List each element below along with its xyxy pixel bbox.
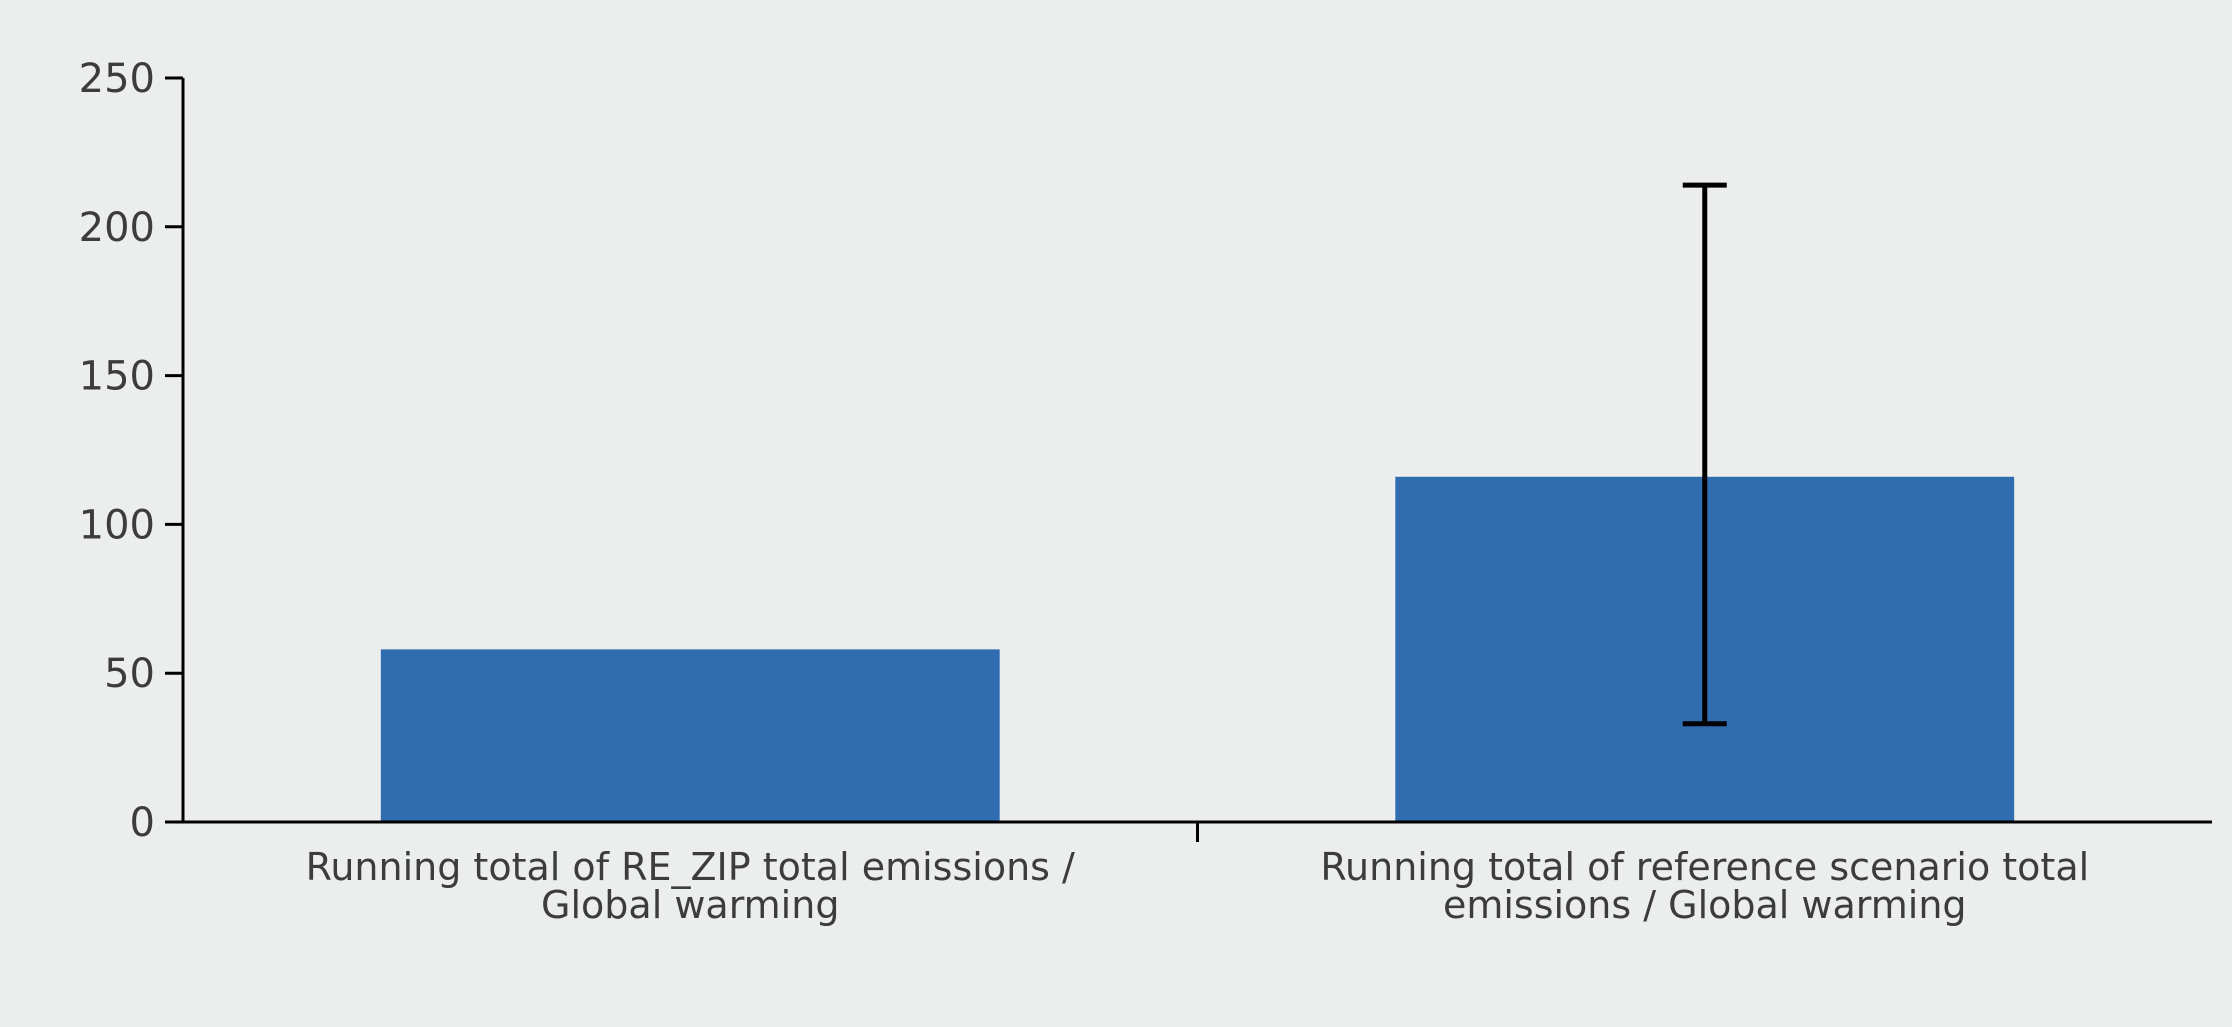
y-tick-label-100: 100 xyxy=(79,502,155,548)
x-category-label-1-line-1: Running total of RE_ZIP total emissions … xyxy=(306,845,1075,889)
labels-layer: 0 50 100 150 200 250 Running total of RE_ZIP t… xyxy=(79,56,2090,927)
y-tick-label-250: 250 xyxy=(79,56,155,102)
x-category-label-2-line-1: Running total of reference scenario tota… xyxy=(1320,845,2089,889)
error-bars-layer xyxy=(1682,182,1727,727)
y-tick-label-150: 150 xyxy=(79,354,155,400)
bars-layer xyxy=(380,476,2015,822)
y-tick-label-0: 0 xyxy=(130,800,155,846)
bar-1 xyxy=(380,649,1000,822)
x-category-label-2-line-2: emissions / Global warming xyxy=(1443,883,1967,927)
x-category-label-1-line-2: Global warming xyxy=(541,883,839,927)
y-tick-label-200: 200 xyxy=(79,205,155,251)
y-tick-label-50: 50 xyxy=(104,651,155,697)
axes-layer xyxy=(165,76,2212,842)
